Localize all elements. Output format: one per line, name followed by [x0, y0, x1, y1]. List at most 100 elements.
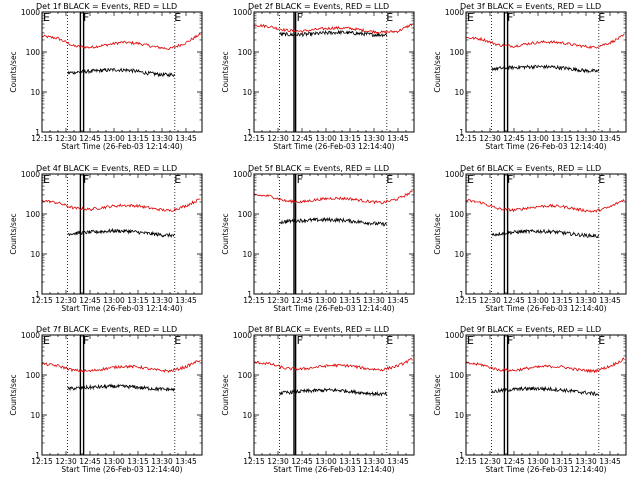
flag-label: E — [467, 334, 474, 347]
x-tick-label: 13:45 — [599, 134, 621, 143]
x-axis-label: Start Time (26-Feb-03 12:14:40) — [485, 304, 606, 313]
flag-label: E — [174, 11, 181, 24]
y-tick-label: 100 — [26, 210, 41, 219]
flag-label: E — [386, 11, 393, 24]
series-events-line — [279, 216, 388, 227]
x-tick-label: 12:15 — [243, 457, 265, 466]
flag-label: F — [507, 11, 513, 24]
y-tick-label: 1 — [247, 290, 252, 299]
panel-title: Det 9f BLACK = Events, RED = LLD — [460, 325, 601, 334]
flag-label: E — [467, 173, 474, 186]
x-tick-label: 12:30 — [479, 134, 501, 143]
x-tick-label: 12:45 — [79, 134, 101, 143]
flag-label: E — [43, 334, 50, 347]
y-tick-label: 10 — [454, 88, 464, 97]
x-tick-label: 13:30 — [575, 134, 597, 143]
y-axis-label: Counts/sec — [9, 213, 18, 254]
x-tick-label: 12:30 — [267, 296, 289, 305]
y-tick-label: 1 — [35, 451, 40, 460]
x-tick-label: 12:30 — [55, 457, 77, 466]
y-tick-label: 1000 — [21, 170, 40, 179]
y-tick-label: 10 — [30, 411, 40, 420]
series-lld-line — [465, 357, 625, 374]
series-lld-line — [253, 190, 413, 205]
x-tick-label: 13:00 — [103, 457, 125, 466]
x-tick-label: 13:00 — [315, 296, 337, 305]
y-tick-label: 100 — [26, 48, 41, 57]
series-lld-line — [253, 23, 413, 35]
x-tick-label: 13:15 — [551, 457, 573, 466]
flag-label: F — [297, 334, 303, 347]
series-lld-line — [41, 32, 201, 51]
x-tick-label: 13:00 — [527, 134, 549, 143]
x-axis-label: Start Time (26-Feb-03 12:14:40) — [273, 142, 394, 151]
x-tick-label: 13:45 — [387, 134, 409, 143]
x-tick-label: 12:30 — [55, 296, 77, 305]
flag-label: F — [507, 334, 513, 347]
flag-label: E — [598, 334, 605, 347]
series-lld-line — [465, 198, 625, 213]
series-lld-line — [465, 34, 625, 50]
x-tick-label: 12:45 — [503, 457, 525, 466]
y-tick-label: 10 — [242, 250, 252, 259]
panel-title: Det 2f BLACK = Events, RED = LLD — [248, 2, 389, 11]
x-tick-label: 13:00 — [103, 134, 125, 143]
series-lld-line — [253, 358, 413, 372]
flag-label: F — [507, 173, 513, 186]
x-axis-label: Start Time (26-Feb-03 12:14:40) — [485, 465, 606, 474]
x-tick-label: 13:30 — [363, 457, 385, 466]
x-tick-label: 12:30 — [479, 457, 501, 466]
y-tick-label: 100 — [26, 371, 41, 380]
flag-label: E — [386, 334, 393, 347]
y-tick-label: 1 — [459, 451, 464, 460]
panel-title: Det 4f BLACK = Events, RED = LLD — [36, 164, 177, 173]
x-tick-label: 12:15 — [31, 134, 53, 143]
y-tick-label: 1 — [247, 128, 252, 137]
y-tick-label: 10 — [242, 411, 252, 420]
y-axis-label: Counts/sec — [433, 51, 442, 92]
y-axis-label: Counts/sec — [221, 374, 230, 415]
y-axis-label: Counts/sec — [433, 374, 442, 415]
y-tick-label: 1000 — [445, 331, 464, 340]
y-tick-label: 10 — [30, 250, 40, 259]
x-tick-label: 13:15 — [551, 296, 573, 305]
x-tick-label: 12:45 — [503, 296, 525, 305]
x-tick-label: 12:45 — [291, 457, 313, 466]
y-tick-label: 1000 — [21, 8, 40, 17]
x-tick-label: 13:30 — [575, 296, 597, 305]
axes-frame — [41, 334, 203, 456]
y-axis-label: Counts/sec — [9, 374, 18, 415]
x-tick-label: 13:00 — [103, 296, 125, 305]
x-tick-label: 13:00 — [315, 134, 337, 143]
x-axis-label: Start Time (26-Feb-03 12:14:40) — [273, 465, 394, 474]
x-tick-label: 13:45 — [175, 296, 197, 305]
flag-label: F — [83, 173, 89, 186]
series-events-line — [491, 64, 600, 74]
x-tick-label: 13:45 — [387, 457, 409, 466]
x-tick-label: 13:30 — [363, 296, 385, 305]
flag-label: E — [43, 173, 50, 186]
y-tick-label: 100 — [238, 48, 253, 57]
y-axis-label: Counts/sec — [9, 51, 18, 92]
axes-frame — [465, 173, 627, 295]
x-tick-label: 12:30 — [479, 296, 501, 305]
x-tick-label: 12:45 — [79, 296, 101, 305]
y-tick-label: 100 — [238, 210, 253, 219]
x-tick-label: 13:30 — [575, 457, 597, 466]
y-tick-label: 100 — [450, 48, 465, 57]
x-tick-label: 12:15 — [31, 457, 53, 466]
panel-title: Det 3f BLACK = Events, RED = LLD — [460, 2, 601, 11]
x-tick-label: 12:45 — [291, 134, 313, 143]
x-tick-label: 12:15 — [31, 296, 53, 305]
x-tick-label: 13:00 — [315, 457, 337, 466]
series-events-line — [279, 29, 388, 38]
